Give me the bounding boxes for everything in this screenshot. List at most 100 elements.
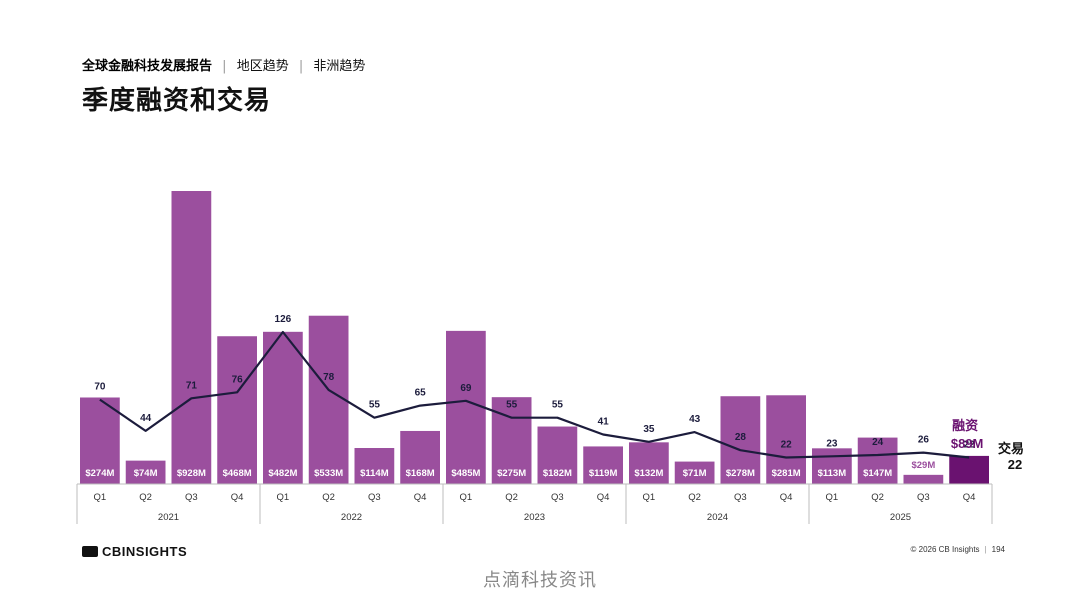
funding-bar: [949, 455, 989, 484]
deal-count-label: 126: [275, 314, 292, 325]
page-footer: © 2026 CB Insights | 194: [911, 545, 1005, 554]
deal-count-label: 22: [781, 439, 793, 450]
funding-bar: [812, 448, 852, 484]
cb-logo-icon: [82, 546, 98, 557]
cb-insights-logo: CBINSIGHTS: [82, 544, 187, 559]
funding-bar: [354, 448, 395, 484]
funding-bar: [629, 442, 669, 484]
funding-bar: [720, 396, 761, 484]
deal-count-label: 70: [94, 382, 106, 393]
funding-bar: [674, 461, 715, 484]
funding-value-label: $29M: [911, 460, 935, 471]
funding-value-label: $928M: [177, 468, 206, 479]
funding-bar: [125, 460, 166, 484]
funding-bar: [537, 426, 578, 484]
funding-bar: [400, 430, 440, 484]
quarter-tick-label: Q1: [460, 492, 473, 503]
footer-separator: |: [984, 545, 987, 554]
funding-bar: [766, 395, 806, 484]
quarter-tick-label: Q1: [94, 492, 107, 503]
funding-bar: [583, 446, 623, 484]
quarter-tick-label: Q4: [231, 492, 244, 503]
quarter-tick-label: Q4: [597, 492, 610, 503]
funding-value-label: $281M: [772, 468, 801, 479]
region-label: 地区趋势: [236, 59, 289, 74]
year-tick-label: 2022: [341, 512, 362, 523]
deal-count-label: 69: [460, 383, 472, 394]
funding-value-label: $113M: [818, 468, 847, 479]
funding-bar: [857, 437, 898, 484]
quarter-tick-label: Q1: [643, 492, 656, 503]
funding-bar: [903, 474, 944, 484]
funding-value-label: $132M: [634, 468, 663, 479]
deal-count-label: 78: [323, 372, 335, 383]
funding-value-label: $274M: [85, 468, 114, 479]
quarter-tick-label: Q3: [368, 492, 381, 503]
page-number: 194: [991, 545, 1005, 554]
quarter-tick-label: Q1: [277, 492, 290, 503]
quarter-tick-label: Q2: [871, 492, 884, 503]
funding-bar: [308, 315, 349, 484]
funding-value-label: $182M: [543, 468, 572, 479]
quarter-tick-label: Q2: [322, 492, 335, 503]
funding-value-label: $275M: [497, 468, 526, 479]
funding-value-label: $74M: [134, 468, 158, 479]
deal-count-label: 41: [598, 417, 610, 428]
quarter-tick-label: Q4: [963, 492, 976, 503]
funding-value-label: $114M: [360, 468, 389, 479]
funding-value-label: $119M: [589, 468, 618, 479]
quarter-tick-label: Q4: [780, 492, 793, 503]
section-label: 非洲趋势: [313, 59, 366, 74]
legend-funding-value: $89M: [951, 436, 984, 451]
quarter-tick-label: Q3: [734, 492, 747, 503]
deal-count-label: 22: [964, 439, 976, 450]
legend-funding-label: 融资: [952, 418, 978, 434]
page-title: 季度融资和交易: [82, 86, 272, 116]
funding-value-label: $71M: [683, 468, 707, 479]
watermark-text: 点滴科技资讯: [483, 570, 597, 591]
deal-count-label: 26: [918, 435, 930, 446]
funding-deals-chart: $274M $74M $928M $468M $482M $533M $114M $168M $…: [76, 191, 1024, 524]
breadcrumb-separator: |: [298, 59, 304, 74]
quarter-tick-label: Q2: [139, 492, 152, 503]
funding-bar: [171, 191, 212, 484]
year-tick-label: 2024: [707, 512, 728, 523]
legend-deals-value: 22: [1008, 457, 1022, 472]
funding-value-label: $485M: [451, 468, 480, 479]
quarter-tick-label: Q3: [551, 492, 564, 503]
deals-line: [99, 330, 970, 459]
deal-count-label: 28: [735, 432, 747, 443]
quarter-tick-label: Q2: [505, 492, 518, 503]
funding-value-label: $482M: [268, 468, 297, 479]
deal-count-label: 44: [140, 413, 152, 424]
deal-count-label: 76: [232, 374, 244, 385]
quarter-tick-label: Q3: [917, 492, 930, 503]
breadcrumb-separator: |: [222, 59, 227, 74]
year-tick-label: 2025: [890, 512, 911, 523]
copyright-text: © 2026 CB Insights: [910, 545, 980, 554]
deal-count-label: 55: [506, 400, 518, 411]
funding-bar: [80, 397, 120, 484]
quarter-tick-label: Q1: [826, 492, 839, 503]
year-tick-label: 2023: [524, 512, 545, 523]
legend-deals-label: 交易: [998, 441, 1024, 457]
funding-value-label: $168M: [406, 468, 435, 479]
deal-count-label: 55: [552, 400, 564, 411]
deal-count-label: 65: [415, 388, 427, 399]
funding-value-label: $278M: [726, 468, 755, 479]
deal-count-label: 71: [186, 380, 198, 391]
deal-count-label: 35: [643, 424, 655, 435]
quarter-tick-label: Q4: [414, 492, 427, 503]
year-tick-label: 2021: [158, 512, 179, 523]
breadcrumb: 全球金融科技发展报告 | 地区趋势 | 非洲趋势: [82, 55, 365, 74]
funding-bar: [446, 330, 486, 484]
quarter-tick-label: Q2: [688, 492, 701, 503]
deal-count-label: 43: [689, 414, 701, 425]
deal-count-label: 23: [826, 438, 838, 449]
quarter-tick-label: Q3: [185, 492, 198, 503]
funding-bar: [217, 336, 257, 484]
deal-count-label: 55: [369, 400, 381, 411]
logo-text: CBINSIGHTS: [102, 544, 188, 559]
funding-value-label: $468M: [223, 468, 252, 479]
funding-value-label: $147M: [863, 468, 892, 479]
